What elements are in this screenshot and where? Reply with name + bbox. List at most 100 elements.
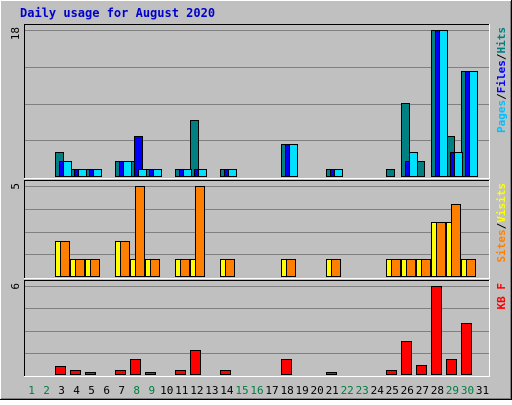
bar-pages-day-7 (123, 161, 132, 177)
x-tick-label: 14 (220, 384, 234, 397)
bar-sites-day-26 (406, 259, 416, 277)
x-tick-label: 19 (295, 384, 308, 397)
bar-kb-f-day-4 (70, 370, 81, 375)
bar-kb-f-day-12 (190, 350, 201, 375)
x-tick-label: 20 (310, 384, 323, 397)
x-tick-label: 26 (401, 384, 414, 397)
x-tick-label: 28 (431, 384, 444, 397)
x-tick-label: 25 (386, 384, 399, 397)
bar-sites-day-12 (195, 186, 205, 277)
bar-pages-day-28 (439, 30, 448, 177)
x-tick-label: 12 (190, 384, 203, 397)
bar-sites-day-18 (286, 259, 296, 277)
bar-pages-day-5 (93, 169, 102, 177)
bar-kb-f-day-27 (416, 365, 427, 375)
bar-sites-day-9 (150, 259, 160, 277)
legend: KB F (495, 283, 508, 310)
legend-entry: KB F (495, 283, 508, 310)
x-tick-label: 27 (416, 384, 429, 397)
legend-entry: / (495, 93, 508, 100)
x-tick-label: 5 (88, 384, 95, 397)
bar-kb-f-day-30 (461, 323, 472, 375)
x-tick-label: 17 (265, 384, 278, 397)
bar-pages-day-8 (138, 169, 147, 177)
bar-pages-day-4 (78, 169, 87, 177)
x-tick-label: 16 (250, 384, 263, 397)
bar-kb-f-day-11 (175, 370, 186, 375)
bar-sites-day-28 (436, 222, 446, 277)
bar-sites-day-5 (90, 259, 100, 277)
bar-sites-day-29 (451, 204, 461, 277)
x-axis: 1 2 3 4 5 6 7 8 9 10 11 12 13 14 15 16 17 18 19 20 21 22 23 24 2… (28, 384, 489, 397)
bar-sites-day-8 (135, 186, 145, 277)
bar-sites-day-27 (421, 259, 431, 277)
x-tick-label: 7 (118, 384, 125, 397)
legend-entry: Pages (495, 100, 508, 133)
x-tick-label: 2 (43, 384, 50, 397)
chart-title: Daily usage for August 2020 (20, 6, 215, 20)
bar-pages-day-29 (454, 152, 463, 177)
bar-pages-day-26 (409, 152, 418, 177)
bar-sites-day-7 (120, 241, 130, 277)
x-tick-label: 3 (58, 384, 65, 397)
x-tick-label: 1 (28, 384, 35, 397)
x-tick-label: 8 (133, 384, 140, 397)
bar-kb-f-day-29 (446, 359, 457, 375)
legend-entry: Sites (495, 229, 508, 262)
bar-sites-day-14 (225, 259, 235, 277)
bar-sites-day-11 (180, 259, 190, 277)
bar-pages-day-14 (228, 169, 237, 177)
bar-kb-f-day-25 (386, 370, 397, 375)
legend-entry: / (495, 222, 508, 229)
legend: Sites/Visits (495, 183, 508, 263)
x-tick-label: 13 (205, 384, 218, 397)
bar-kb-f-day-26 (401, 341, 412, 375)
x-tick-label: 15 (235, 384, 248, 397)
plot-area (24, 280, 490, 377)
legend-entry: Files (495, 60, 508, 93)
x-tick-label: 23 (356, 384, 369, 397)
bar-kb-f-day-5 (85, 372, 96, 375)
legend-entry: Hits (495, 27, 508, 54)
y-max-label: 5 (9, 183, 22, 190)
x-tick-label: 10 (160, 384, 173, 397)
x-tick-label: 21 (326, 384, 339, 397)
bar-kb-f-day-8 (130, 359, 141, 375)
x-tick-label: 4 (73, 384, 80, 397)
legend-entry: / (495, 53, 508, 60)
x-tick-label: 6 (103, 384, 110, 397)
plot-area (24, 24, 490, 179)
bar-sites-day-21 (331, 259, 341, 277)
bar-kb-f-day-9 (145, 372, 156, 375)
y-max-label: 18 (9, 27, 22, 40)
bar-kb-f-day-7 (115, 370, 126, 375)
bar-sites-day-3 (60, 241, 70, 277)
bar-kb-f-day-18 (281, 359, 292, 375)
x-tick-label: 18 (280, 384, 293, 397)
bar-kb-f-day-21 (326, 372, 337, 375)
bar-pages-day-3 (63, 161, 72, 177)
x-tick-label: 24 (371, 384, 385, 397)
panel-2: 5 Sites/Visits (9, 180, 508, 279)
bar-sites-day-30 (466, 259, 476, 277)
legend: Pages/Files/Hits (495, 27, 508, 133)
bar-hits-day-25 (386, 169, 395, 177)
bar-pages-day-21 (334, 169, 343, 177)
x-tick-label: 11 (175, 384, 188, 397)
x-tick-label: 22 (341, 384, 354, 397)
legend-entry: Visits (495, 183, 508, 223)
bar-hits-day-12 (190, 120, 199, 177)
bar-sites-day-4 (75, 259, 85, 277)
bar-pages-day-11 (183, 169, 192, 177)
x-tick-label: 9 (148, 384, 155, 397)
bar-pages-day-12 (198, 169, 207, 177)
x-tick-label: 29 (446, 384, 459, 397)
bar-pages-day-18 (289, 144, 298, 177)
bar-pages-day-30 (469, 71, 478, 177)
y-max-label: 6 (9, 283, 22, 290)
bar-sites-day-25 (391, 259, 401, 277)
bar-pages-day-9 (153, 169, 162, 177)
